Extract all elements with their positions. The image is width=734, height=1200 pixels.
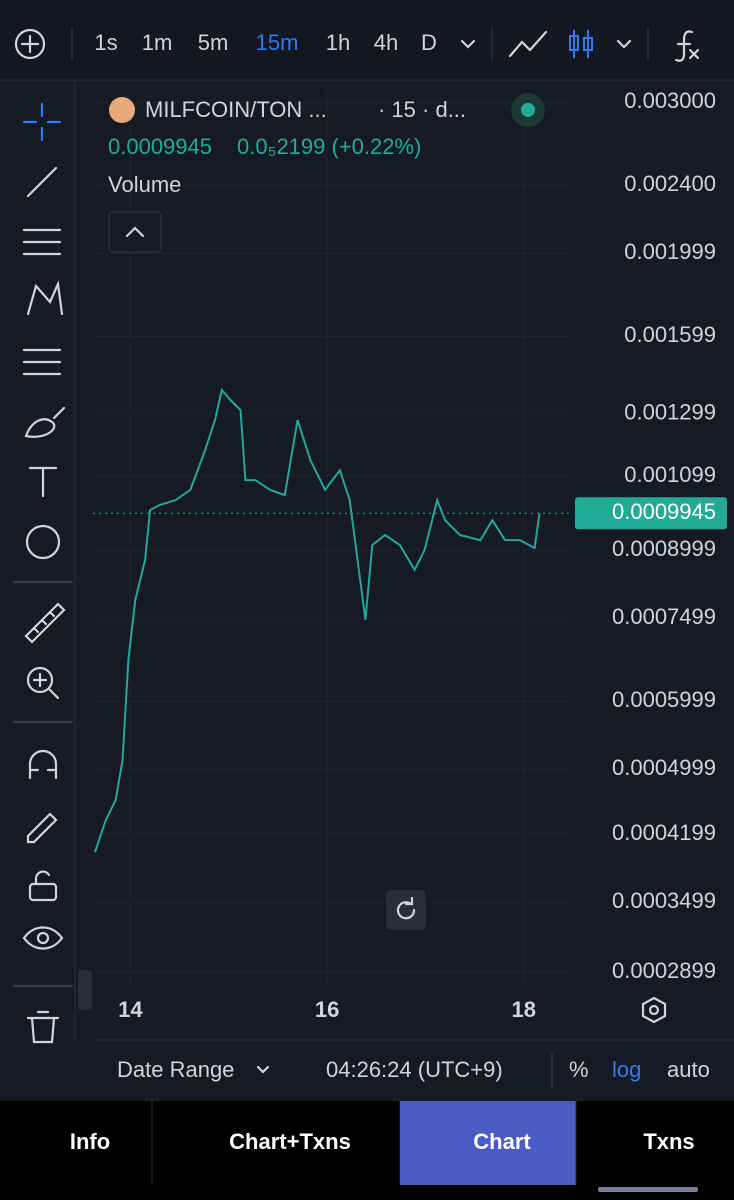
brush-tool[interactable] xyxy=(24,406,66,438)
symbol: MILFCOIN/TON ... xyxy=(145,97,327,122)
interval-menu[interactable] xyxy=(460,39,476,49)
visibility-tool-pupil xyxy=(36,931,50,945)
visibility-tool[interactable] xyxy=(22,926,64,950)
legend-change: 0.0₅2199 (+0.22%) xyxy=(237,134,421,159)
add-icon-plus xyxy=(20,34,40,54)
y-tick-label: 0.002400 xyxy=(624,171,716,196)
y-tick-label: 0.001999 xyxy=(624,239,716,264)
x-tick-label: 16 xyxy=(315,997,339,1022)
log-toggle[interactable]: log xyxy=(612,1057,641,1082)
candle-icon-body xyxy=(569,35,579,51)
y-tick-label: 0.0005999 xyxy=(612,687,716,712)
reset-icon xyxy=(396,896,416,920)
zoom-tool-plus xyxy=(32,672,60,700)
fib-tool[interactable] xyxy=(22,228,62,256)
interval[interactable]: 5m xyxy=(198,30,229,55)
y-tick-label: 0.0008999 xyxy=(612,536,716,561)
y-tick-label: 0.001299 xyxy=(624,400,716,425)
y-tick-label: 0.0002899 xyxy=(612,958,716,983)
top-toolbar xyxy=(0,0,734,80)
volume-label: Volume xyxy=(108,172,181,197)
collapse-legend-icon xyxy=(125,226,145,238)
symbol-interval: · 15 · d... xyxy=(378,97,466,122)
clock: 04:26:24 (UTC+9) xyxy=(326,1057,503,1082)
y-tick-label: 0.0003499 xyxy=(612,888,716,913)
date-range[interactable]: Date Range xyxy=(117,1057,234,1082)
last-price-label: 0.0009945 xyxy=(612,499,716,524)
delete-tool[interactable] xyxy=(26,1010,60,1044)
intervals: 1s 1m 5m 15m 1h 4h D xyxy=(94,30,437,55)
interval[interactable]: 1h xyxy=(326,30,350,55)
price-line xyxy=(94,387,541,853)
tabs: Info Chart+Txns Chart Txns xyxy=(70,1101,695,1185)
legend-price: 0.0009945 xyxy=(108,134,212,159)
candle-icon[interactable] xyxy=(573,30,589,58)
y-tick-label: 0.0004999 xyxy=(612,755,716,780)
symbol-avatar xyxy=(109,97,135,123)
plot: 14 16 18 0.003000 0.002400 0.001999 0.001599 0.… xyxy=(93,88,727,1022)
line-style-icon[interactable] xyxy=(508,30,548,58)
y-tick-label: 0.0007499 xyxy=(612,604,716,629)
settings-icon-center xyxy=(648,1004,660,1016)
add-icon[interactable] xyxy=(14,28,46,60)
tab[interactable]: Chart xyxy=(473,1129,531,1154)
interval[interactable]: 4h xyxy=(374,30,398,55)
last-price-box xyxy=(575,497,727,530)
auto-toggle[interactable]: auto xyxy=(667,1057,710,1082)
ruler-tool[interactable] xyxy=(24,602,66,644)
chart-type-menu[interactable] xyxy=(616,39,632,49)
zoom-tool[interactable] xyxy=(26,666,54,694)
x-tick-label: 18 xyxy=(512,997,536,1022)
y-tick-label: 0.003000 xyxy=(624,88,716,113)
pattern-tool[interactable] xyxy=(26,279,64,316)
percent-toggle[interactable]: % xyxy=(569,1057,589,1082)
tab-bar xyxy=(0,1101,734,1200)
trend-line-tool[interactable] xyxy=(26,166,58,198)
emoji-tool[interactable] xyxy=(25,524,61,560)
interval[interactable]: D xyxy=(421,30,437,55)
magnet-tool[interactable] xyxy=(28,749,58,780)
text-tool[interactable] xyxy=(28,466,58,498)
active-tab-bg xyxy=(400,1101,576,1185)
status-dot xyxy=(521,103,535,117)
interval[interactable]: 1m xyxy=(142,30,173,55)
y-tick-label: 0.001099 xyxy=(624,462,716,487)
collapse-toolbar[interactable] xyxy=(78,970,92,1010)
projection-tool[interactable] xyxy=(22,348,62,376)
interval[interactable]: 1s xyxy=(94,30,117,55)
indicators-icon[interactable] xyxy=(674,30,700,62)
tab[interactable]: Chart+Txns xyxy=(229,1129,351,1154)
reset-button[interactable] xyxy=(386,890,426,930)
home-indicator xyxy=(598,1187,698,1192)
collapse-legend[interactable] xyxy=(108,211,162,253)
left-toolbar xyxy=(12,102,74,1044)
tab[interactable]: Info xyxy=(70,1129,110,1154)
crosshair-tool[interactable] xyxy=(22,102,62,142)
y-tick-label: 0.001599 xyxy=(624,322,716,347)
y-tick-label: 0.0004199 xyxy=(612,820,716,845)
lock-draw-tool[interactable] xyxy=(26,812,58,844)
tab[interactable]: Txns xyxy=(643,1129,694,1154)
settings-icon[interactable] xyxy=(641,996,667,1024)
interval[interactable]: 15m xyxy=(256,30,299,55)
date-range-chevron xyxy=(256,1065,270,1074)
candle-icon-body xyxy=(583,37,593,51)
x-tick-label: 14 xyxy=(118,997,143,1022)
lock-tool-shackle xyxy=(34,870,51,886)
lock-tool[interactable] xyxy=(28,882,58,902)
